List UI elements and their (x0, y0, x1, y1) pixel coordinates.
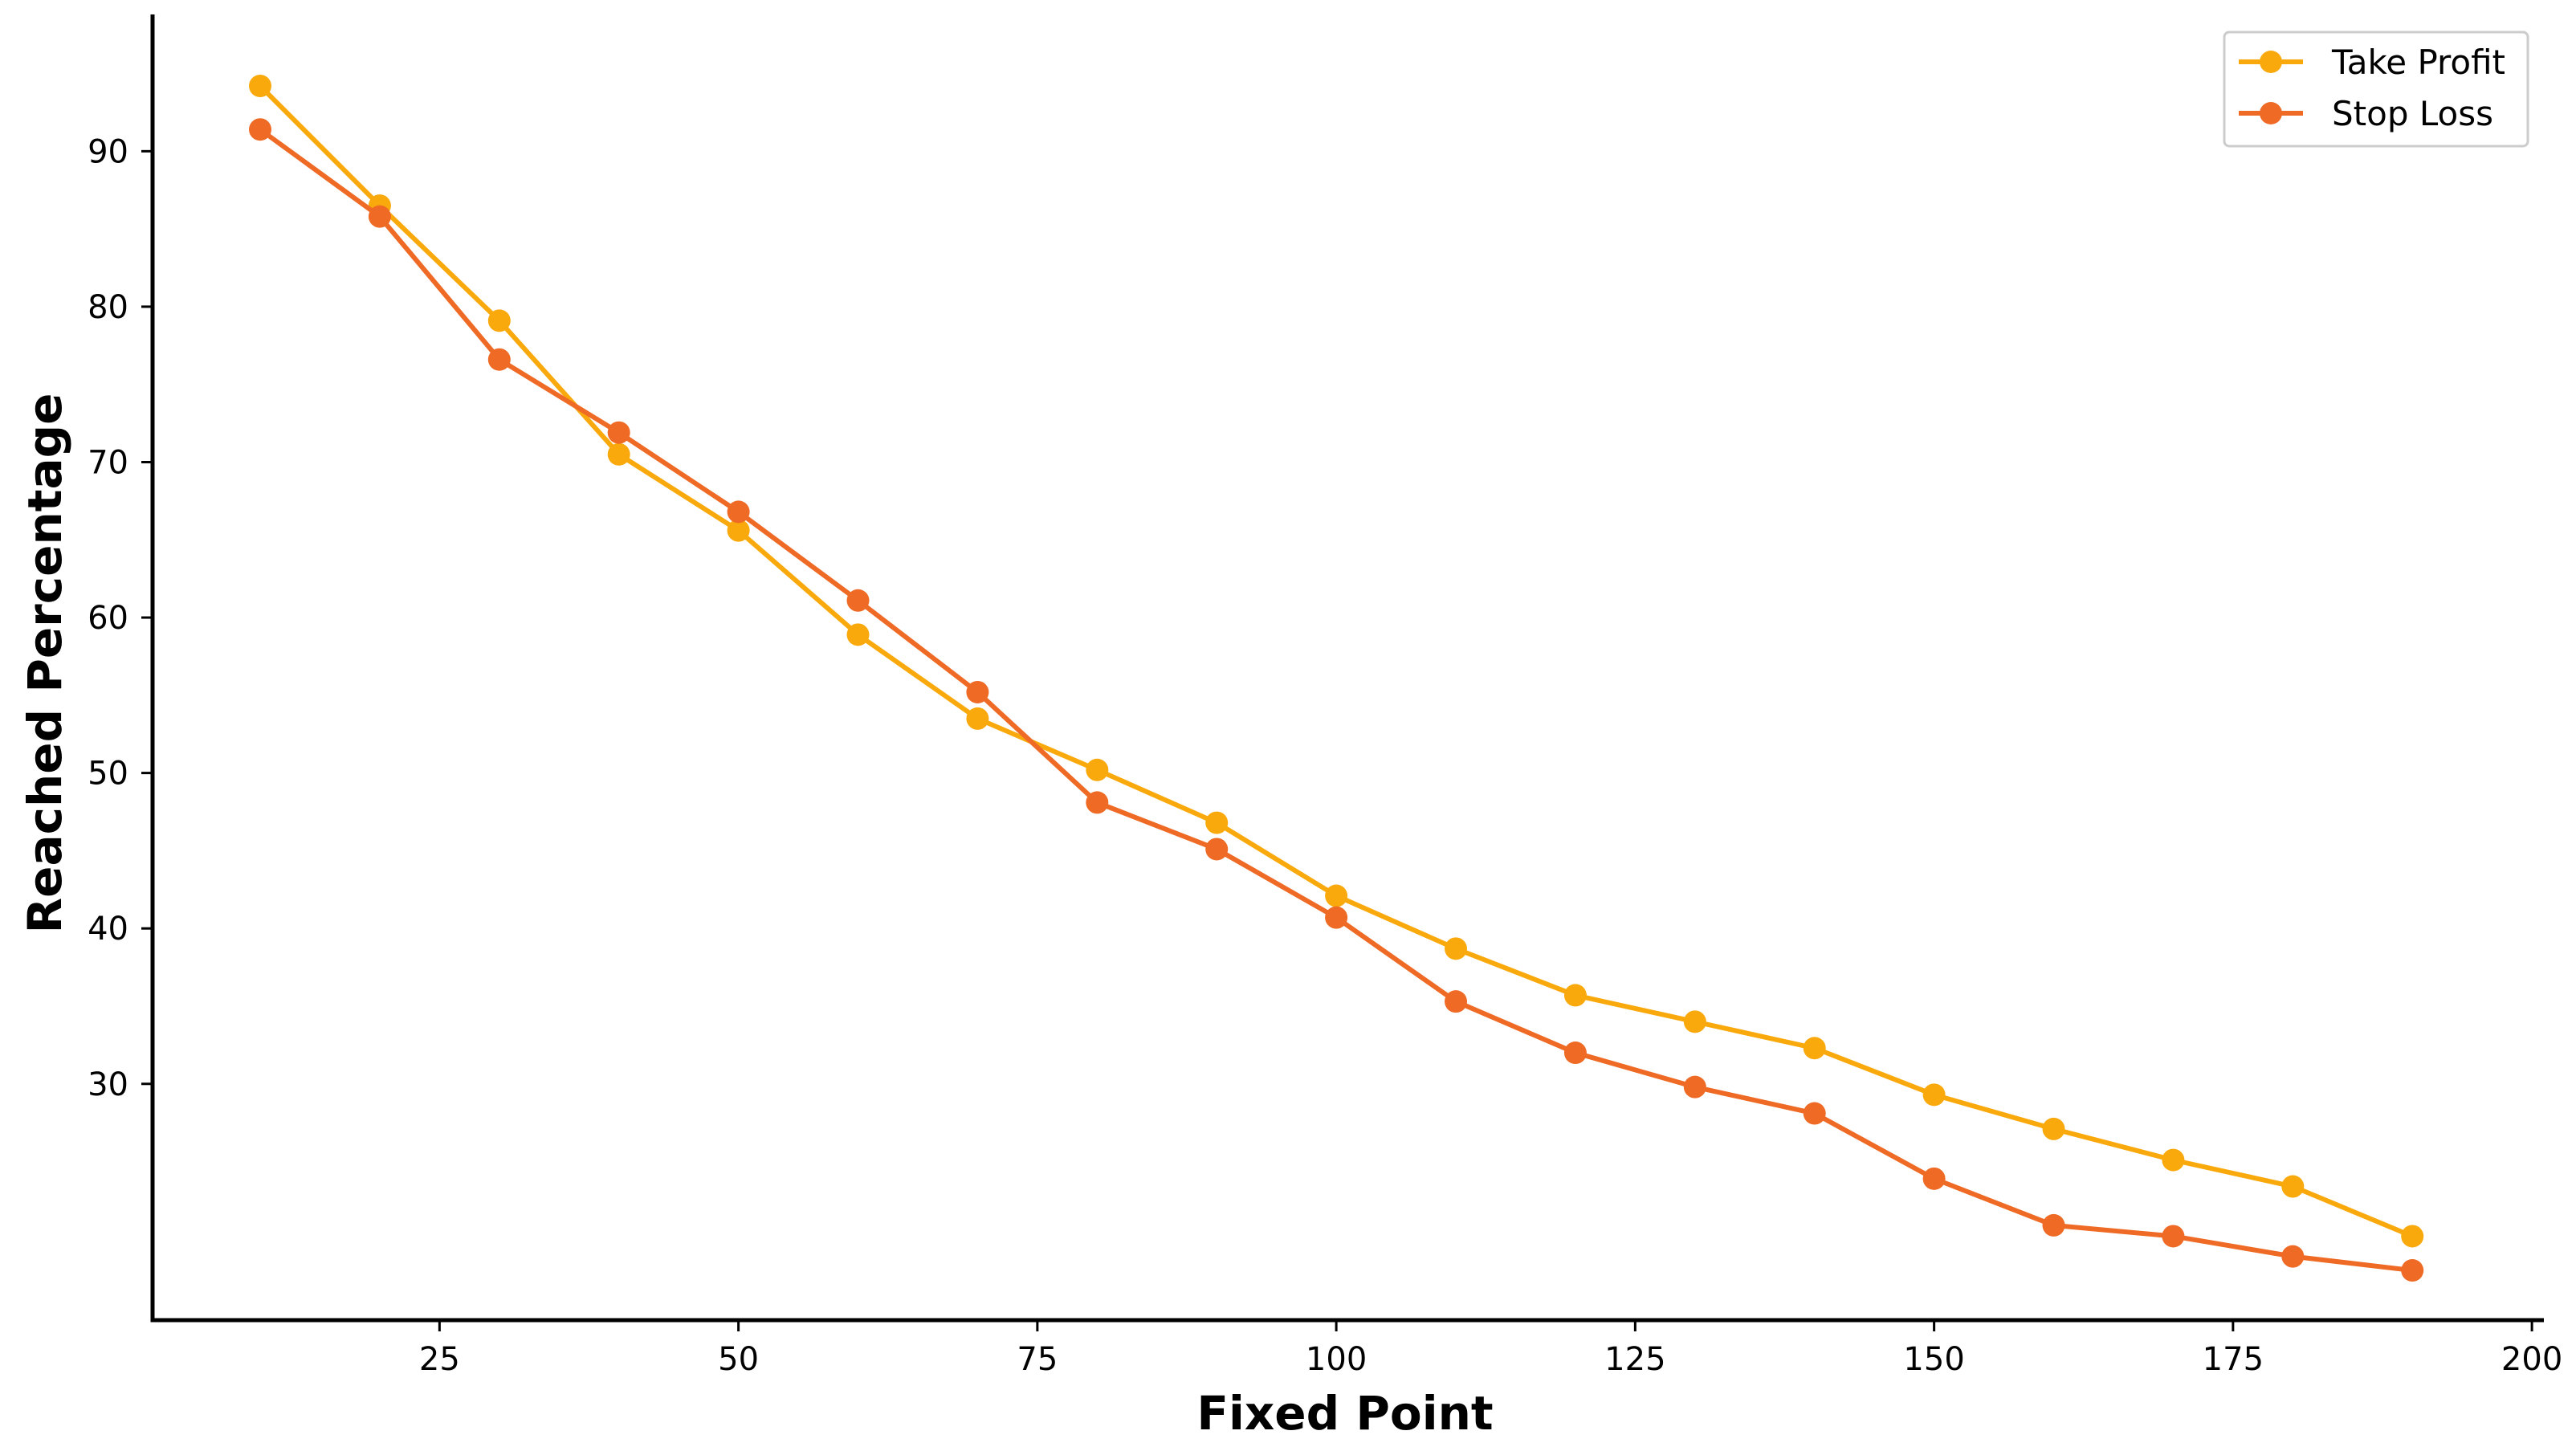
data-point (727, 500, 750, 524)
data-point (846, 589, 870, 612)
series-lines (249, 75, 2424, 1282)
x-axis-title: Fixed Point (1196, 1386, 1493, 1440)
legend-item: Stop Loss (2239, 94, 2493, 133)
x-tick-label: 175 (2203, 1341, 2264, 1378)
y-tick-label: 60 (88, 600, 128, 637)
data-point (249, 75, 272, 98)
data-point (2042, 1117, 2065, 1140)
y-tick-label: 70 (88, 444, 128, 481)
data-point (1683, 1010, 1706, 1033)
data-point (487, 348, 511, 371)
data-point (1803, 1102, 1826, 1125)
data-point (1563, 984, 1587, 1007)
data-point (1922, 1083, 1946, 1107)
data-point (2401, 1225, 2424, 1248)
data-point (368, 205, 391, 228)
legend-label: Take Profit (2331, 43, 2505, 82)
series-1 (249, 118, 2424, 1282)
data-point (1325, 884, 1348, 907)
data-point (966, 707, 989, 730)
data-point (727, 519, 750, 542)
data-point (1445, 937, 1468, 960)
x-tick-label: 125 (1604, 1341, 1665, 1378)
tick-marks: 25 50 75 100 125 150 175 200 30 40 50 60 70 80 90 (88, 133, 2562, 1378)
data-point (1205, 838, 1229, 861)
data-point (1086, 791, 1109, 814)
data-point (1445, 990, 1468, 1013)
x-tick-label: 75 (1017, 1341, 1058, 1378)
data-point (607, 421, 630, 444)
data-point (1922, 1167, 1946, 1190)
x-tick-label: 150 (1903, 1341, 1964, 1378)
data-point (1086, 758, 1109, 781)
x-tick-label: 200 (2501, 1341, 2562, 1378)
data-point (1683, 1075, 1706, 1099)
y-tick-label: 90 (88, 133, 128, 170)
legend: Take Profit Stop Loss (2223, 31, 2529, 148)
data-point (1325, 906, 1348, 929)
data-point (607, 442, 630, 466)
legend-item: Take Profit (2239, 43, 2505, 82)
legend-swatch-marker (2260, 51, 2282, 73)
series-0 (249, 75, 2424, 1248)
x-tick-label: 50 (718, 1341, 759, 1378)
legend-label: Stop Loss (2332, 94, 2493, 133)
series-line (258, 84, 2415, 1239)
data-point (1803, 1037, 1826, 1060)
y-tick-label: 30 (88, 1066, 128, 1103)
data-point (487, 309, 511, 332)
y-tick-label: 40 (88, 911, 128, 948)
series-line (258, 127, 2415, 1274)
x-tick-label: 25 (419, 1341, 460, 1378)
legend-swatch-marker (2260, 102, 2282, 124)
data-point (2281, 1175, 2305, 1198)
data-point (2162, 1225, 2185, 1248)
axes (150, 14, 2544, 1323)
data-point (2162, 1148, 2185, 1172)
data-point (1563, 1041, 1587, 1065)
y-tick-label: 50 (88, 756, 128, 793)
data-point (2042, 1213, 2065, 1237)
data-point (2401, 1259, 2424, 1282)
y-axis-title: Reached Percentage (18, 393, 72, 933)
x-tick-label: 100 (1306, 1341, 1367, 1378)
data-point (249, 118, 272, 141)
data-point (2281, 1245, 2305, 1268)
data-point (966, 680, 989, 703)
y-tick-label: 80 (88, 289, 128, 326)
data-point (846, 623, 870, 646)
data-point (1205, 811, 1229, 834)
